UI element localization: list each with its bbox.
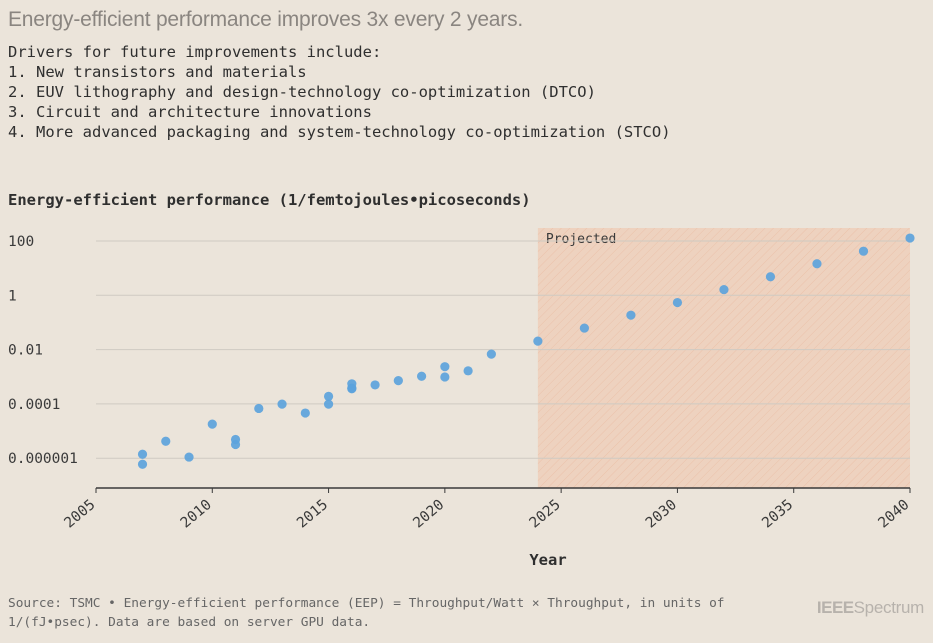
headline: Energy-efficient performance improves 3x… xyxy=(8,8,524,31)
data-point xyxy=(230,434,241,445)
x-tick-label: 2010 xyxy=(178,497,215,532)
x-tick-label: 2040 xyxy=(876,497,913,532)
source-line: 1/(fJ•psec). Data are based on server GP… xyxy=(8,615,371,630)
data-point xyxy=(440,362,450,372)
data-point xyxy=(184,452,194,462)
projected-label: Projected xyxy=(546,232,616,247)
drivers-intro: Drivers for future improvements include: xyxy=(8,43,382,61)
data-point xyxy=(486,349,496,359)
data-point xyxy=(858,246,869,256)
driver-item: 1. New transistors and materials xyxy=(8,63,307,81)
data-point xyxy=(672,297,683,308)
data-point xyxy=(207,419,217,429)
data-point xyxy=(719,284,729,295)
data-point xyxy=(137,449,148,459)
data-point xyxy=(393,376,403,386)
data-point xyxy=(277,399,287,409)
data-point xyxy=(905,233,915,243)
x-tick-label: 2030 xyxy=(643,497,680,532)
x-tick-label: 2025 xyxy=(527,497,564,532)
data-point xyxy=(463,366,473,376)
driver-item: 2. EUV lithography and design-technology… xyxy=(8,83,596,101)
chart-title: Energy-efficient performance (1/femtojou… xyxy=(8,191,531,209)
data-point xyxy=(300,408,310,418)
source-line: Source: TSMC • Energy-efficient performa… xyxy=(8,596,725,611)
y-tick-label: 0.01 xyxy=(8,343,43,359)
ieee-spectrum-logo: IEEESpectrum xyxy=(816,598,924,617)
x-axis-label: Year xyxy=(529,551,566,569)
data-point xyxy=(579,323,590,333)
data-point xyxy=(440,372,450,382)
y-tick-label: 0.000001 xyxy=(8,451,78,467)
data-point xyxy=(347,384,357,394)
source-note: Source: TSMC • Energy-efficient performa… xyxy=(8,594,808,632)
data-point xyxy=(323,391,334,401)
data-point xyxy=(812,259,822,269)
x-tick-label: 2015 xyxy=(294,497,331,532)
data-point xyxy=(417,371,427,381)
data-point xyxy=(533,336,543,346)
data-point xyxy=(137,459,148,469)
data-point xyxy=(370,380,380,390)
projected-hatch xyxy=(537,228,910,488)
y-tick-label: 0.0001 xyxy=(8,397,60,413)
y-tick-label: 100 xyxy=(8,234,34,250)
y-tick-label: 1 xyxy=(8,288,17,304)
x-tick-label: 2020 xyxy=(410,497,447,532)
data-point xyxy=(765,272,776,282)
x-tick-label: 2005 xyxy=(62,497,99,532)
data-point xyxy=(626,310,636,320)
driver-item: 3. Circuit and architecture innovations xyxy=(8,103,372,121)
driver-item: 4. More advanced packaging and system-te… xyxy=(8,123,671,141)
drivers-list: Drivers for future improvements include:… xyxy=(8,42,671,142)
data-point xyxy=(254,403,264,414)
x-tick-label: 2035 xyxy=(759,497,796,532)
data-point xyxy=(161,436,171,446)
data-point xyxy=(323,399,334,409)
